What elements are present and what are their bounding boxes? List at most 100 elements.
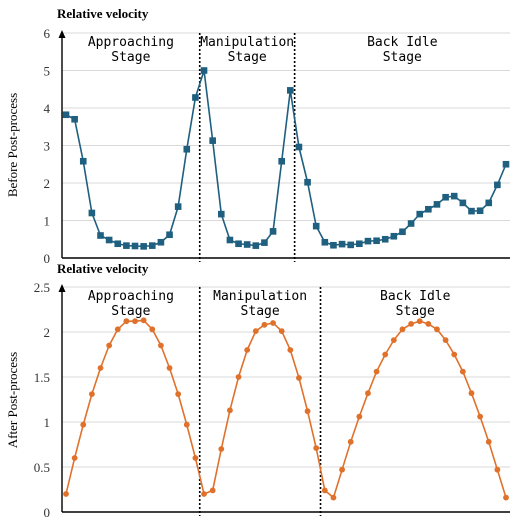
stage-label: Stage — [396, 304, 435, 319]
data-point — [416, 318, 423, 325]
y-tick-label: 2 — [44, 325, 51, 340]
data-point — [330, 494, 337, 501]
data-point — [175, 391, 182, 397]
data-point — [227, 407, 233, 414]
data-point — [62, 111, 70, 119]
data-point — [425, 321, 432, 327]
data-point — [114, 326, 121, 333]
data-point — [235, 240, 242, 248]
data-point — [468, 207, 475, 215]
data-point — [166, 231, 173, 239]
data-point — [373, 237, 380, 245]
data-point — [183, 421, 190, 428]
data-point — [192, 455, 199, 461]
data-point — [407, 220, 415, 227]
data-point — [296, 375, 302, 381]
data-point — [494, 181, 501, 189]
y-axis-arrow — [58, 30, 66, 38]
stage-label: Stage — [383, 50, 422, 65]
data-point — [381, 235, 389, 243]
data-point — [226, 236, 234, 244]
stage-label: Back Idle — [367, 35, 438, 50]
data-point — [442, 193, 449, 201]
stage-label: Manipulation — [200, 35, 294, 50]
data-point — [166, 365, 173, 371]
data-point — [243, 241, 251, 248]
y-tick-label: 4 — [44, 101, 51, 116]
stage-label: Stage — [241, 304, 280, 319]
data-point — [71, 455, 78, 461]
data-point — [252, 242, 260, 249]
data-point — [468, 390, 475, 397]
chart-title: Relative velocity — [57, 261, 149, 276]
data-point — [503, 494, 509, 501]
data-point — [399, 228, 406, 236]
data-point — [364, 237, 372, 245]
data-point — [97, 365, 104, 371]
data-point — [347, 438, 354, 445]
data-point — [80, 421, 87, 428]
data-point — [365, 390, 371, 397]
data-point — [494, 466, 501, 473]
data-point — [476, 207, 484, 215]
data-point — [97, 232, 104, 239]
data-point — [442, 337, 449, 343]
data-point — [158, 342, 164, 349]
data-point — [106, 342, 113, 349]
data-point — [63, 491, 69, 497]
data-point — [140, 243, 147, 250]
data-point — [200, 67, 208, 74]
data-point — [148, 242, 156, 249]
data-point — [209, 487, 216, 494]
stage-label: Stage — [228, 50, 267, 65]
data-point — [485, 438, 492, 445]
data-point — [450, 192, 458, 200]
y-tick-label: 6 — [44, 26, 51, 41]
data-point — [201, 491, 207, 497]
data-point — [459, 368, 466, 375]
data-point — [321, 487, 328, 494]
data-point — [330, 241, 337, 249]
data-point — [304, 408, 311, 415]
data-point — [71, 115, 78, 123]
stage-label: Approaching — [88, 35, 174, 50]
data-point — [356, 413, 363, 420]
y-axis-label: After Post-process — [5, 352, 20, 448]
stage-label: Stage — [111, 50, 150, 65]
data-point — [235, 374, 242, 380]
data-point — [287, 347, 294, 353]
data-point — [278, 328, 285, 334]
stage-label: Approaching — [88, 289, 174, 304]
y-tick-label: 1 — [44, 214, 51, 229]
data-point — [502, 160, 510, 168]
y-tick-label: 2 — [44, 176, 51, 191]
data-point — [459, 199, 467, 207]
y-tick-label: 1 — [44, 415, 51, 430]
data-point — [408, 321, 414, 327]
data-point — [132, 318, 138, 325]
data-point — [390, 337, 397, 343]
y-axis-arrow — [58, 284, 66, 292]
data-point — [123, 318, 130, 325]
data-point — [399, 326, 406, 333]
data-point — [183, 145, 191, 153]
data-point — [149, 326, 156, 333]
data-point — [425, 205, 432, 213]
y-tick-label: 0 — [44, 505, 51, 520]
data-point — [451, 351, 458, 358]
y-tick-label: 2.5 — [34, 280, 50, 295]
data-point — [295, 143, 303, 151]
data-point — [123, 242, 130, 249]
y-tick-label: 0.5 — [34, 460, 50, 475]
data-point — [312, 222, 320, 230]
stage-label: Manipulation — [213, 289, 307, 304]
data-point — [174, 203, 182, 210]
data-point — [88, 391, 95, 397]
data-point — [261, 321, 268, 328]
data-point — [88, 209, 96, 217]
data-point — [339, 466, 345, 473]
data-point — [217, 210, 225, 218]
data-point — [313, 445, 320, 451]
data-point — [278, 157, 285, 165]
y-tick-label: 0 — [44, 251, 51, 266]
